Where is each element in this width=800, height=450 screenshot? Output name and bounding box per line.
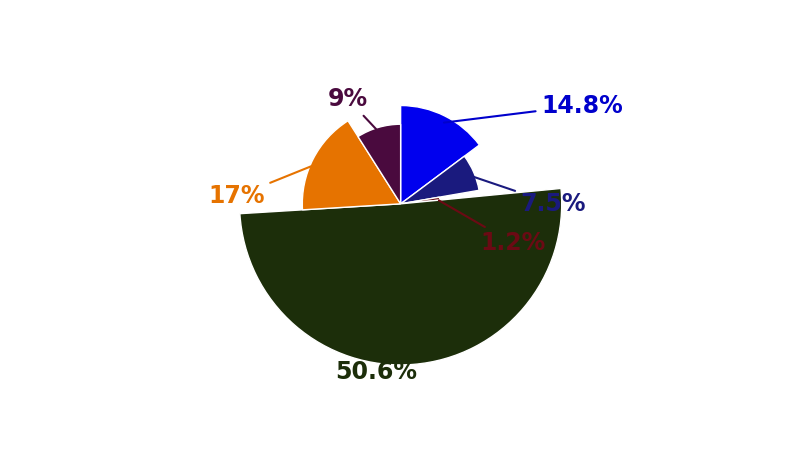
Text: 50.6%: 50.6% [335, 353, 417, 384]
Wedge shape [358, 124, 401, 204]
Wedge shape [401, 197, 440, 204]
Text: 7.5%: 7.5% [470, 176, 586, 216]
Text: 9%: 9% [328, 87, 378, 131]
Text: 17%: 17% [208, 164, 318, 208]
Text: 1.2%: 1.2% [439, 200, 546, 255]
Wedge shape [401, 156, 479, 204]
Wedge shape [302, 121, 401, 210]
Text: 14.8%: 14.8% [444, 94, 623, 122]
Wedge shape [240, 189, 562, 365]
Wedge shape [401, 105, 479, 204]
